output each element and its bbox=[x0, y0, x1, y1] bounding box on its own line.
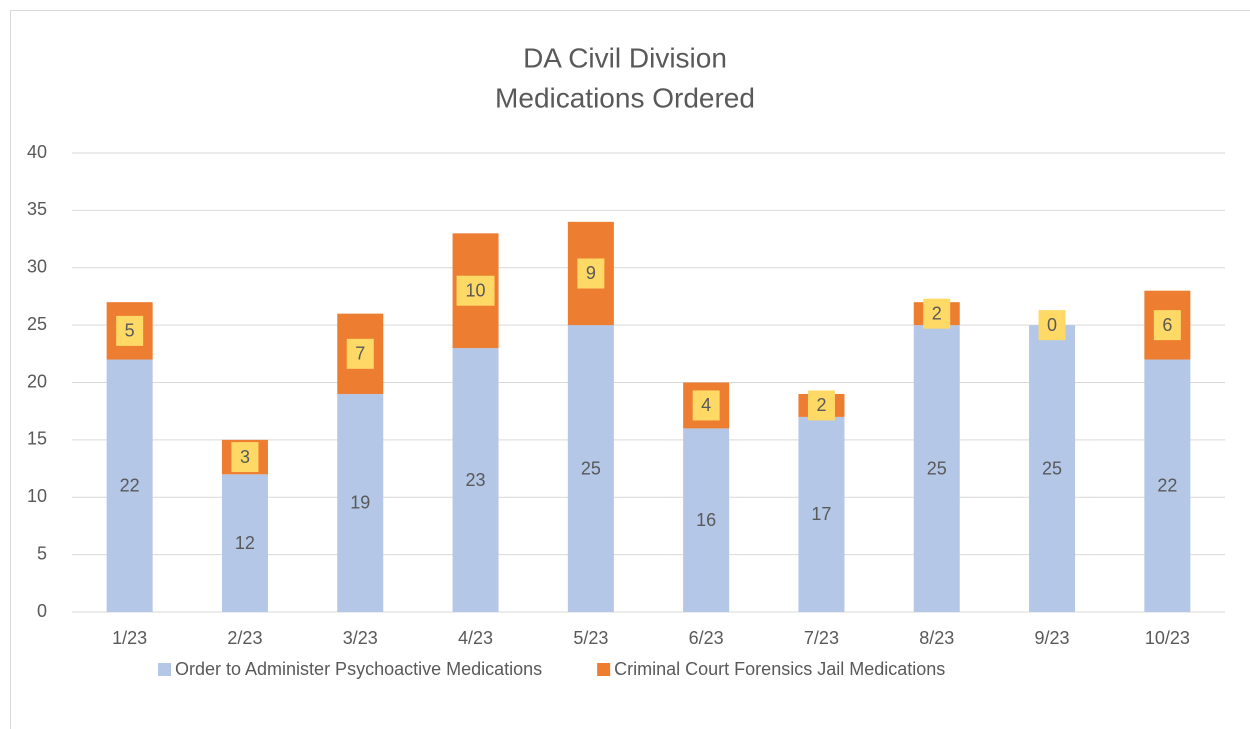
bar-segment bbox=[913, 325, 960, 612]
data-label: 22 bbox=[1157, 476, 1177, 496]
data-label: 5 bbox=[125, 321, 135, 341]
bar-segment bbox=[1144, 359, 1191, 612]
chart-title: DA Civil Division bbox=[523, 42, 727, 73]
label-box bbox=[1153, 310, 1181, 341]
data-label: 16 bbox=[696, 510, 716, 530]
bar-segment bbox=[221, 474, 268, 612]
data-label: 17 bbox=[811, 504, 831, 524]
x-tick-label: 8/23 bbox=[919, 628, 954, 648]
label-box bbox=[577, 258, 605, 289]
data-label: 2 bbox=[816, 395, 826, 415]
x-tick-label: 2/23 bbox=[227, 628, 262, 648]
x-tick-label: 5/23 bbox=[573, 628, 608, 648]
y-tick-label: 5 bbox=[37, 543, 47, 563]
data-label: 7 bbox=[355, 344, 365, 364]
label-box bbox=[346, 338, 374, 369]
x-tick-label: 9/23 bbox=[1035, 628, 1070, 648]
x-tick-label: 7/23 bbox=[804, 628, 839, 648]
chart-subtitle: Medications Ordered bbox=[495, 82, 755, 113]
x-tick-label: 3/23 bbox=[343, 628, 378, 648]
bar-segment bbox=[683, 428, 730, 612]
x-tick-label: 10/23 bbox=[1145, 628, 1190, 648]
y-tick-label: 15 bbox=[27, 429, 47, 449]
data-label: 19 bbox=[350, 493, 370, 513]
data-label: 23 bbox=[466, 470, 486, 490]
label-box bbox=[456, 275, 495, 306]
y-tick-label: 30 bbox=[27, 257, 47, 277]
bar-segment bbox=[452, 348, 499, 612]
bar-segment bbox=[106, 359, 153, 612]
x-tick-label: 6/23 bbox=[689, 628, 724, 648]
data-label: 2 bbox=[932, 303, 942, 323]
label-box bbox=[231, 442, 259, 473]
legend-swatch bbox=[158, 663, 171, 676]
data-label: 4 bbox=[701, 395, 711, 415]
label-box bbox=[116, 315, 144, 346]
legend-swatch bbox=[597, 663, 611, 676]
y-tick-label: 0 bbox=[37, 601, 47, 621]
data-label: 12 bbox=[235, 533, 255, 553]
data-label: 0 bbox=[1047, 315, 1057, 335]
x-tick-label: 1/23 bbox=[112, 628, 147, 648]
chart-border bbox=[10, 10, 1250, 729]
data-label: 3 bbox=[240, 447, 250, 467]
y-tick-label: 35 bbox=[27, 199, 47, 219]
label-box bbox=[692, 390, 720, 421]
label-box bbox=[807, 390, 835, 421]
bar-segment bbox=[567, 325, 614, 612]
x-tick-label: 4/23 bbox=[458, 628, 493, 648]
y-tick-label: 25 bbox=[27, 314, 47, 334]
label-box bbox=[1038, 310, 1066, 341]
bar-segment bbox=[1029, 325, 1076, 612]
data-label: 6 bbox=[1162, 315, 1172, 335]
data-label: 22 bbox=[120, 476, 140, 496]
data-label: 25 bbox=[581, 458, 601, 478]
data-label: 9 bbox=[586, 263, 596, 283]
data-label: 25 bbox=[1042, 458, 1062, 478]
y-tick-label: 20 bbox=[27, 371, 47, 391]
bar-segment bbox=[337, 393, 384, 612]
legend-label: Order to Administer Psychoactive Medicat… bbox=[175, 659, 542, 679]
y-tick-label: 10 bbox=[27, 486, 47, 506]
legend-label: Criminal Court Forensics Jail Medication… bbox=[614, 659, 945, 679]
y-tick-label: 40 bbox=[27, 142, 47, 162]
label-box bbox=[923, 298, 951, 329]
bar-segment bbox=[798, 416, 845, 612]
data-label: 25 bbox=[927, 458, 947, 478]
data-label: 10 bbox=[466, 280, 486, 300]
